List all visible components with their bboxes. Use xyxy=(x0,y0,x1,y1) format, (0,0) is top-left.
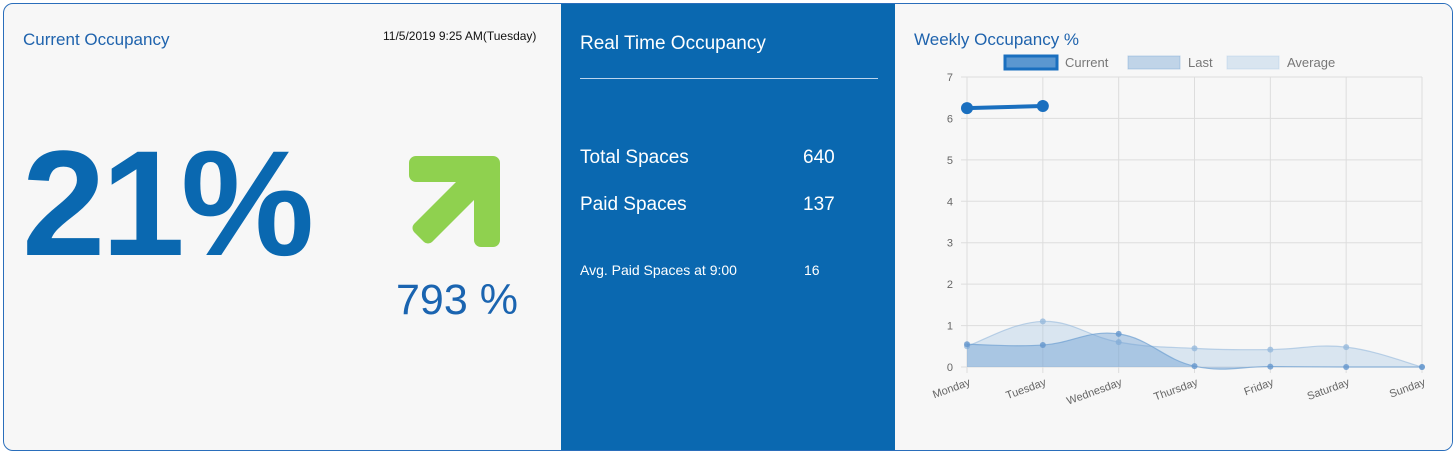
x-tick-label: Thursday xyxy=(1152,376,1200,403)
legend-label-average: Average xyxy=(1287,55,1335,70)
average-series-area xyxy=(967,321,1422,367)
y-tick-label: 7 xyxy=(947,72,953,84)
last-point xyxy=(1343,364,1350,370)
real-time-occupancy-panel: Real Time Occupancy Total Spaces 640 Pai… xyxy=(561,4,895,450)
dashboard-frame: Current Occupancy 11/5/2019 9:25 AM(Tues… xyxy=(3,3,1453,451)
x-tick-label: Friday xyxy=(1243,376,1276,398)
y-tick-label: 1 xyxy=(947,321,953,333)
current-occupancy-title: Current Occupancy xyxy=(23,30,170,49)
x-tick-label: Tuesday xyxy=(1004,376,1048,402)
average-point xyxy=(1343,344,1350,351)
arrow-up-right-icon xyxy=(409,156,500,247)
real-time-title: Real Time Occupancy xyxy=(580,33,766,54)
y-tick-label: 0 xyxy=(947,362,953,374)
average-point xyxy=(1115,339,1122,346)
avg-paid-value: 16 xyxy=(804,262,820,278)
y-tick-label: 5 xyxy=(947,155,953,167)
y-tick-label: 2 xyxy=(947,279,953,291)
average-point xyxy=(1191,345,1198,352)
total-spaces-value: 640 xyxy=(803,147,835,168)
occupancy-change: 793 % xyxy=(396,276,518,324)
average-point xyxy=(1039,318,1046,325)
last-point xyxy=(1191,363,1198,370)
last-point xyxy=(1039,342,1046,349)
occupancy-percent: 21% xyxy=(22,119,314,287)
avg-paid-label: Avg. Paid Spaces at 9:00 xyxy=(580,262,737,278)
last-series-area xyxy=(967,333,1422,370)
current-point xyxy=(961,102,973,115)
y-tick-label: 4 xyxy=(947,196,953,208)
weekly-occupancy-panel: Weekly Occupancy % 0 1 2 3 4 5 6 7 Monday Tuesday… xyxy=(895,4,1452,450)
paid-spaces-value: 137 xyxy=(803,194,835,215)
x-tick-label: Sunday xyxy=(1388,376,1428,400)
y-tick-label: 3 xyxy=(947,238,953,250)
legend-label-last: Last xyxy=(1188,55,1213,70)
y-tick-label: 6 xyxy=(947,113,953,125)
timestamp: 11/5/2019 9:25 AM(Tuesday) xyxy=(383,29,537,43)
x-tick-label: Saturday xyxy=(1306,376,1352,403)
last-point xyxy=(1115,330,1122,337)
divider xyxy=(580,78,878,79)
last-point xyxy=(1267,363,1274,370)
weekly-occupancy-chart: 0 1 2 3 4 5 6 7 Monday Tuesday Wednesday Thursday Fr… xyxy=(931,54,1428,408)
legend-swatch-current xyxy=(1003,54,1059,71)
x-tick-label: Monday xyxy=(931,376,972,401)
legend-swatch-average xyxy=(1226,55,1280,70)
legend-swatch-last xyxy=(1127,55,1181,70)
last-point xyxy=(1419,364,1425,370)
current-occupancy-panel: Current Occupancy 11/5/2019 9:25 AM(Tues… xyxy=(4,4,561,450)
average-point xyxy=(1267,346,1274,353)
total-spaces-label: Total Spaces xyxy=(580,147,689,168)
current-series-line xyxy=(966,104,1043,111)
weekly-occupancy-title: Weekly Occupancy % xyxy=(914,30,1080,49)
paid-spaces-label: Paid Spaces xyxy=(580,194,687,215)
x-tick-label: Wednesday xyxy=(1065,376,1124,407)
current-point xyxy=(1036,100,1049,112)
legend-label-current: Current xyxy=(1065,55,1109,70)
last-point xyxy=(964,341,970,348)
